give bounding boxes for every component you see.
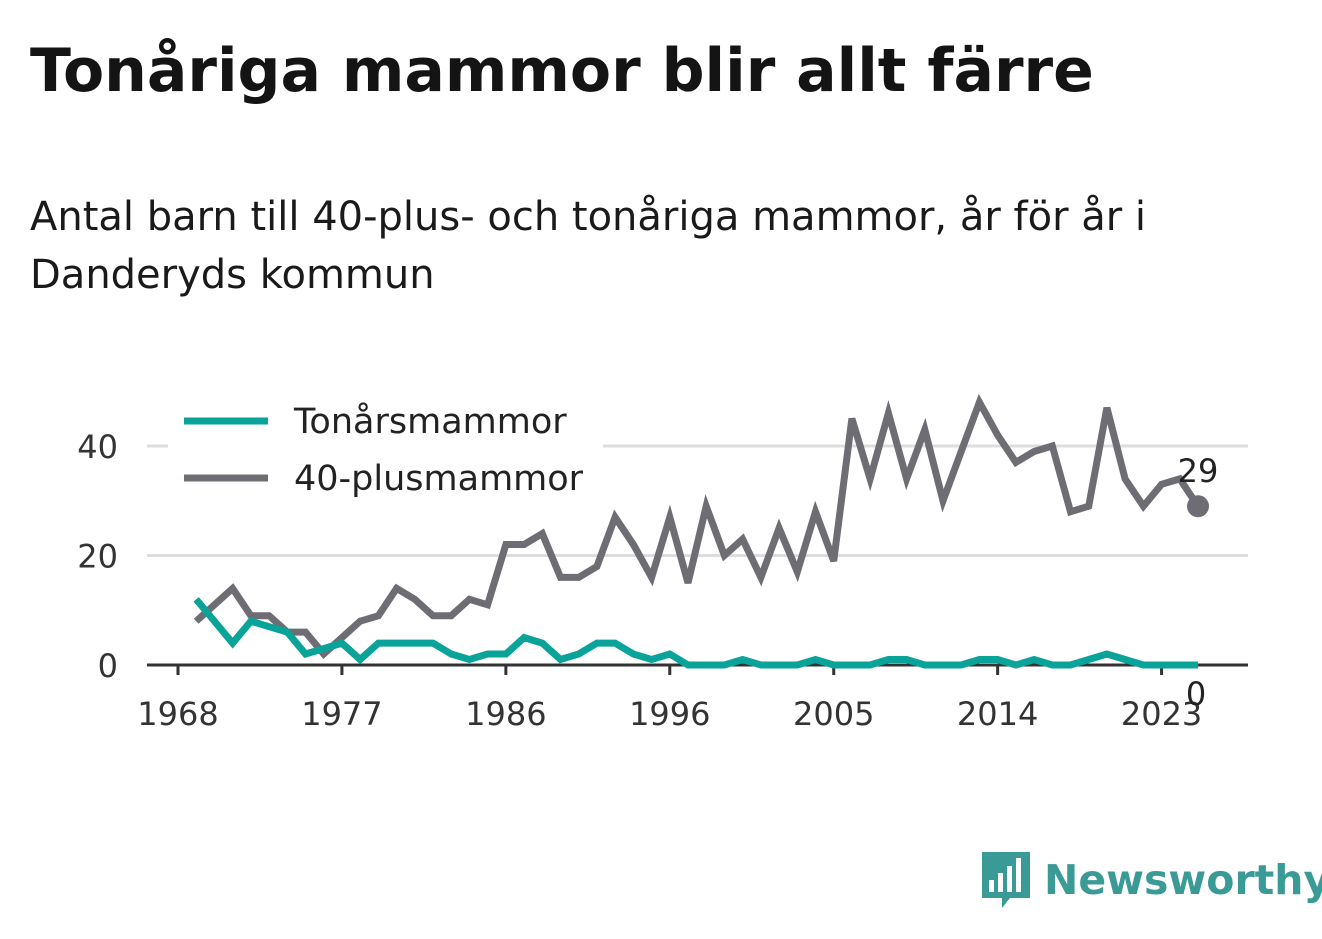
x-tick-label: 2014 (957, 695, 1038, 733)
legend-background (168, 392, 603, 512)
bar-chart-speech-icon (982, 852, 1030, 908)
y-tick-label: 40 (77, 428, 118, 466)
end-label-tonarsmammor: 0 (1186, 675, 1206, 713)
x-tick-label: 2005 (793, 695, 874, 733)
logo-text: Newsworthy (1044, 856, 1322, 904)
end-point-40-plusmammor (1187, 495, 1209, 518)
x-tick-label: 1986 (465, 695, 546, 733)
series-line-tonarsmammor (193, 597, 1198, 669)
chart-title: Tonåriga mammor blir allt färre (30, 36, 1094, 106)
series-line-40-plusmammor (193, 393, 1201, 660)
x-tick-label: 1968 (137, 695, 218, 733)
x-tick-label: 1996 (629, 695, 710, 733)
x-tick-label: 1977 (301, 695, 382, 733)
newsworthy-logo: Newsworthy (980, 848, 1322, 912)
y-tick-label: 20 (77, 538, 118, 576)
end-label-40-plusmammor: 29 (1178, 452, 1219, 490)
y-tick-label: 0 (98, 647, 118, 685)
legend-label: 40-plusmammor (294, 459, 584, 499)
chart-subtitle: Antal barn till 40-plus- och tonåriga ma… (30, 194, 1147, 298)
legend-label: Tonårsmammor (293, 401, 567, 442)
x-tick-label: 2023 (1121, 695, 1202, 733)
